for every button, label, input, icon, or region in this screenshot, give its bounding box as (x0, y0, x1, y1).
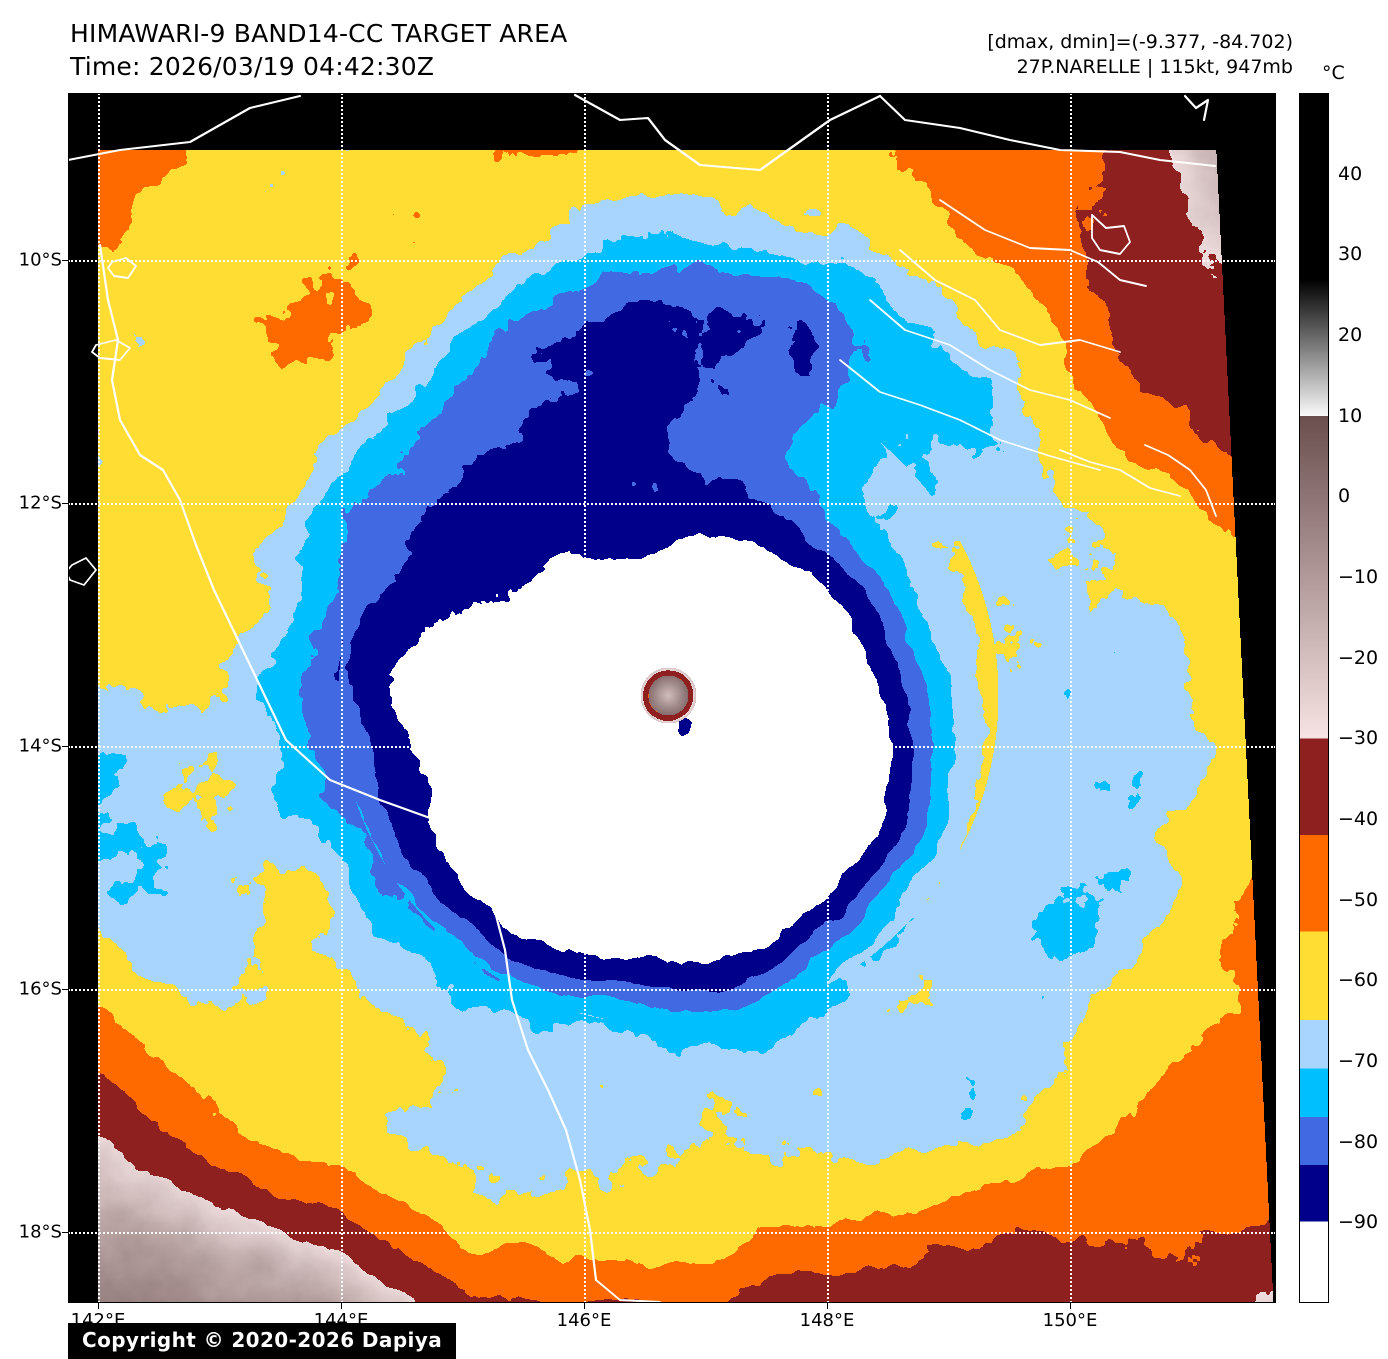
y-axis-tick-label-2: 14°S (18, 735, 62, 757)
colorbar-tick-label-3: 10 (1338, 404, 1363, 427)
y-axis-tick-mark (62, 503, 68, 504)
colorbar-tick-label-2: 20 (1338, 324, 1363, 346)
satellite-raster (68, 93, 1276, 1303)
colorbar-tick-label-8: −40 (1338, 808, 1379, 830)
x-axis-tick-mark (1070, 1303, 1071, 1309)
y-axis-tick-label-1: 12°S (18, 492, 62, 514)
y-axis-tick-mark (62, 746, 68, 747)
colorbar-tick-label-12: −80 (1338, 1130, 1379, 1153)
x-axis-tick-mark (341, 1303, 342, 1309)
x-axis-tick-label-4: 150°E (1042, 1310, 1098, 1331)
x-axis-tick-mark (827, 1303, 828, 1309)
header-meta-block: [dmax, dmin]=(-9.377, -84.702) 27P.NAREL… (987, 30, 1293, 80)
colorbar-tick-label-9: −50 (1338, 888, 1379, 911)
colorbar-tick-label-5: −10 (1338, 566, 1379, 588)
y-axis-tick-mark (62, 1232, 68, 1233)
y-axis-tick-mark (62, 989, 68, 990)
temperature-colorbar[interactable] (1299, 93, 1329, 1303)
timestamp: Time: 2026/03/19 04:42:30Z (70, 51, 435, 81)
y-axis-tick-mark (62, 260, 68, 261)
colorbar-tick-label-0: 40 (1338, 162, 1363, 185)
satellite-canvas (68, 93, 1276, 1303)
satellite-image-plot[interactable] (68, 93, 1276, 1303)
y-axis-tick-label-3: 16°S (18, 978, 62, 1000)
data-range-readout: [dmax, dmin]=(-9.377, -84.702) (987, 31, 1293, 53)
colorbar-tick-label-4: 0 (1338, 485, 1351, 508)
colorbar-tick-label-13: −90 (1338, 1211, 1379, 1234)
colorbar-tick-label-6: −20 (1338, 646, 1379, 669)
page-title: HIMAWARI-9 BAND14-CC TARGET AREA (70, 19, 568, 48)
y-axis-tick-label-4: 18°S (18, 1221, 62, 1243)
copyright-banner: Copyright © 2020-2026 Dapiya (68, 1323, 457, 1359)
header-title-block: HIMAWARI-9 BAND14-CC TARGET AREA Time: 2… (70, 18, 567, 83)
x-axis-tick-label-3: 148°E (799, 1310, 855, 1331)
x-axis-tick-mark (98, 1303, 99, 1309)
x-axis-tick-label-1: 144°E (313, 1310, 369, 1331)
colorbar-tick-label-1: 30 (1338, 243, 1363, 266)
x-axis-tick-label-0: 142°E (70, 1310, 126, 1331)
colorbar-tick-label-10: −60 (1338, 969, 1379, 992)
y-axis-tick-label-0: 10°S (18, 249, 62, 271)
x-axis-tick-mark (584, 1303, 585, 1309)
colorbar-gradient (1300, 94, 1328, 1302)
x-axis-tick-label-2: 146°E (556, 1310, 612, 1331)
colorbar-tick-label-7: −30 (1338, 727, 1379, 750)
colorbar-tick-label-11: −70 (1338, 1050, 1379, 1072)
storm-info-readout: 27P.NARELLE | 115kt, 947mb (1016, 56, 1293, 79)
colorbar-unit-label: °C (1322, 62, 1345, 84)
